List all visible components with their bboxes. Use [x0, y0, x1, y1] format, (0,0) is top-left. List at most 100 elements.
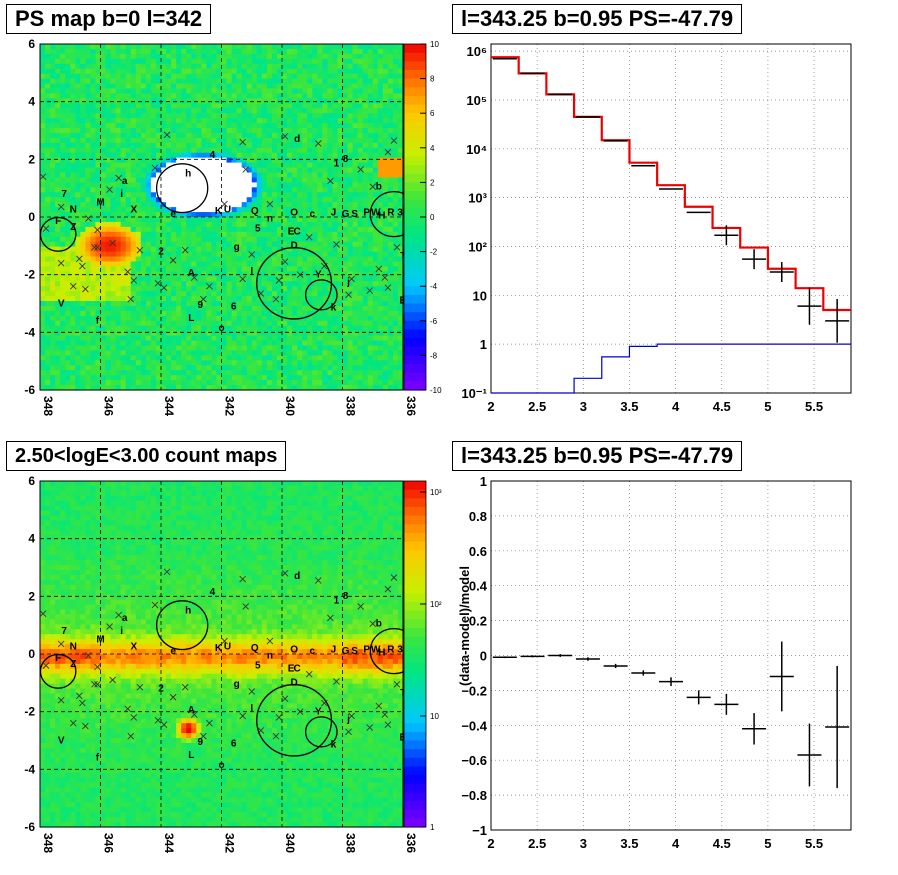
source-label: 1: [334, 596, 340, 607]
map_top-colorbar: [404, 43, 426, 391]
cross-marker: [281, 258, 289, 266]
residual-ytick-label: 0.2: [469, 614, 487, 629]
map_top-xtick-label: 346: [102, 396, 116, 416]
map_bottom-ytick-label: 2: [28, 589, 35, 603]
map_bottom-xtick-label: 338: [344, 833, 358, 853]
cross-marker: [281, 569, 289, 577]
source-label: 9: [198, 300, 204, 311]
cross-marker: [275, 714, 283, 721]
map_top-xtick-label: 342: [223, 396, 237, 416]
map_top-colorbar-label: 10: [430, 40, 439, 49]
cross-marker: [57, 259, 65, 267]
cross-marker: [206, 282, 213, 290]
map_top-crosses: [39, 131, 401, 303]
cross-marker: [357, 166, 364, 173]
map_top-frame: [39, 43, 404, 391]
cross-marker: [57, 203, 65, 211]
map_top-ytick-label: -6: [24, 383, 35, 397]
source-label: G: [342, 646, 350, 657]
source-label: E: [288, 226, 295, 237]
source-label: D: [290, 678, 297, 689]
source-label: 7: [61, 626, 67, 637]
cross-marker: [369, 183, 377, 191]
map_top-ytick-label: -2: [24, 268, 35, 282]
cross-marker: [57, 696, 65, 704]
residual-ylabel: (data-model)/model: [457, 566, 472, 686]
source-label: Y: [315, 270, 322, 281]
cross-marker: [91, 243, 98, 251]
source-label: U: [224, 642, 231, 653]
cross-marker: [39, 173, 47, 180]
spectrum-xtick-label: 4: [672, 399, 680, 414]
source-label: R: [387, 208, 395, 219]
cross-marker: [42, 662, 50, 669]
cross-marker: [163, 131, 171, 139]
cross-marker: [94, 243, 101, 251]
residual-ytick-label: −0.4: [461, 718, 487, 733]
source-label: a: [122, 176, 128, 187]
map_bottom-ytick-label: -6: [24, 820, 35, 834]
cross-marker: [248, 251, 256, 258]
cross-marker: [115, 174, 122, 182]
cross-marker: [375, 265, 383, 273]
source-label: L: [188, 750, 194, 761]
source-label: S: [351, 209, 358, 220]
cross-marker: [69, 282, 77, 290]
map_top-colorbar-frame: [403, 43, 427, 391]
spectrum-ytick-label: 10⁶: [467, 44, 487, 59]
spectrum-xtick-label: 5: [764, 399, 771, 414]
map_bottom-colorbar-label: 1: [430, 823, 435, 832]
cross-marker: [272, 732, 280, 740]
map_top-colorbar-label: -2: [430, 248, 438, 257]
map_top-xtick-label: 344: [162, 396, 176, 416]
residual-grid: [490, 480, 851, 831]
cross-marker: [109, 676, 116, 684]
cross-marker: [384, 148, 392, 156]
cross-marker: [79, 699, 86, 707]
source-label: 3: [397, 208, 403, 219]
source-label: K: [215, 643, 223, 654]
residual-xtick-label: 5.5: [805, 836, 823, 851]
cross-marker: [314, 577, 322, 584]
cross-marker: [239, 138, 246, 146]
source-label: j: [346, 714, 350, 725]
cross-marker: [181, 683, 189, 691]
source-label: 3: [397, 645, 403, 656]
cross-marker: [39, 610, 47, 617]
source-label: j: [346, 277, 350, 288]
spectrum-series-0: [491, 56, 851, 312]
source-label: W: [371, 208, 381, 219]
source-label: 6: [231, 301, 237, 312]
map_bottom-xtick-label: 336: [404, 833, 418, 853]
map_top-colorbar-label: 4: [430, 144, 435, 153]
map_bottom-xtick-label: 346: [102, 833, 116, 853]
source-label: g: [234, 679, 240, 690]
cross-marker: [127, 295, 135, 303]
cross-marker: [130, 277, 138, 284]
source-label: R: [387, 645, 395, 656]
cross-marker: [296, 708, 304, 715]
map_top-xtick-label: 336: [404, 396, 418, 416]
source-label: J: [331, 208, 337, 219]
spectrum-xtick-label: 2: [487, 399, 494, 414]
source-label: o: [218, 760, 224, 771]
source-label: X: [130, 642, 137, 653]
source-label: A: [188, 705, 195, 716]
cross-marker: [333, 678, 340, 685]
cross-marker: [200, 732, 207, 740]
source-label: V: [58, 298, 65, 309]
cross-marker: [136, 246, 144, 254]
cross-marker: [94, 680, 101, 688]
spectrum-frame: [490, 43, 852, 394]
map_top-colorbar-label: 0: [430, 213, 435, 222]
source-label: Q: [251, 206, 259, 217]
cross-marker: [206, 719, 213, 727]
residual-xtick-label: 4.5: [713, 836, 731, 851]
cross-marker: [393, 243, 401, 251]
cross-marker: [109, 239, 116, 247]
spectrum-series-1: [491, 343, 851, 394]
map_bottom-colorbar: [404, 481, 426, 828]
residual-xtick-label: 3.5: [620, 836, 638, 851]
source-label: J: [331, 645, 337, 656]
map_bottom-colorbar-label: 10²: [430, 600, 442, 609]
